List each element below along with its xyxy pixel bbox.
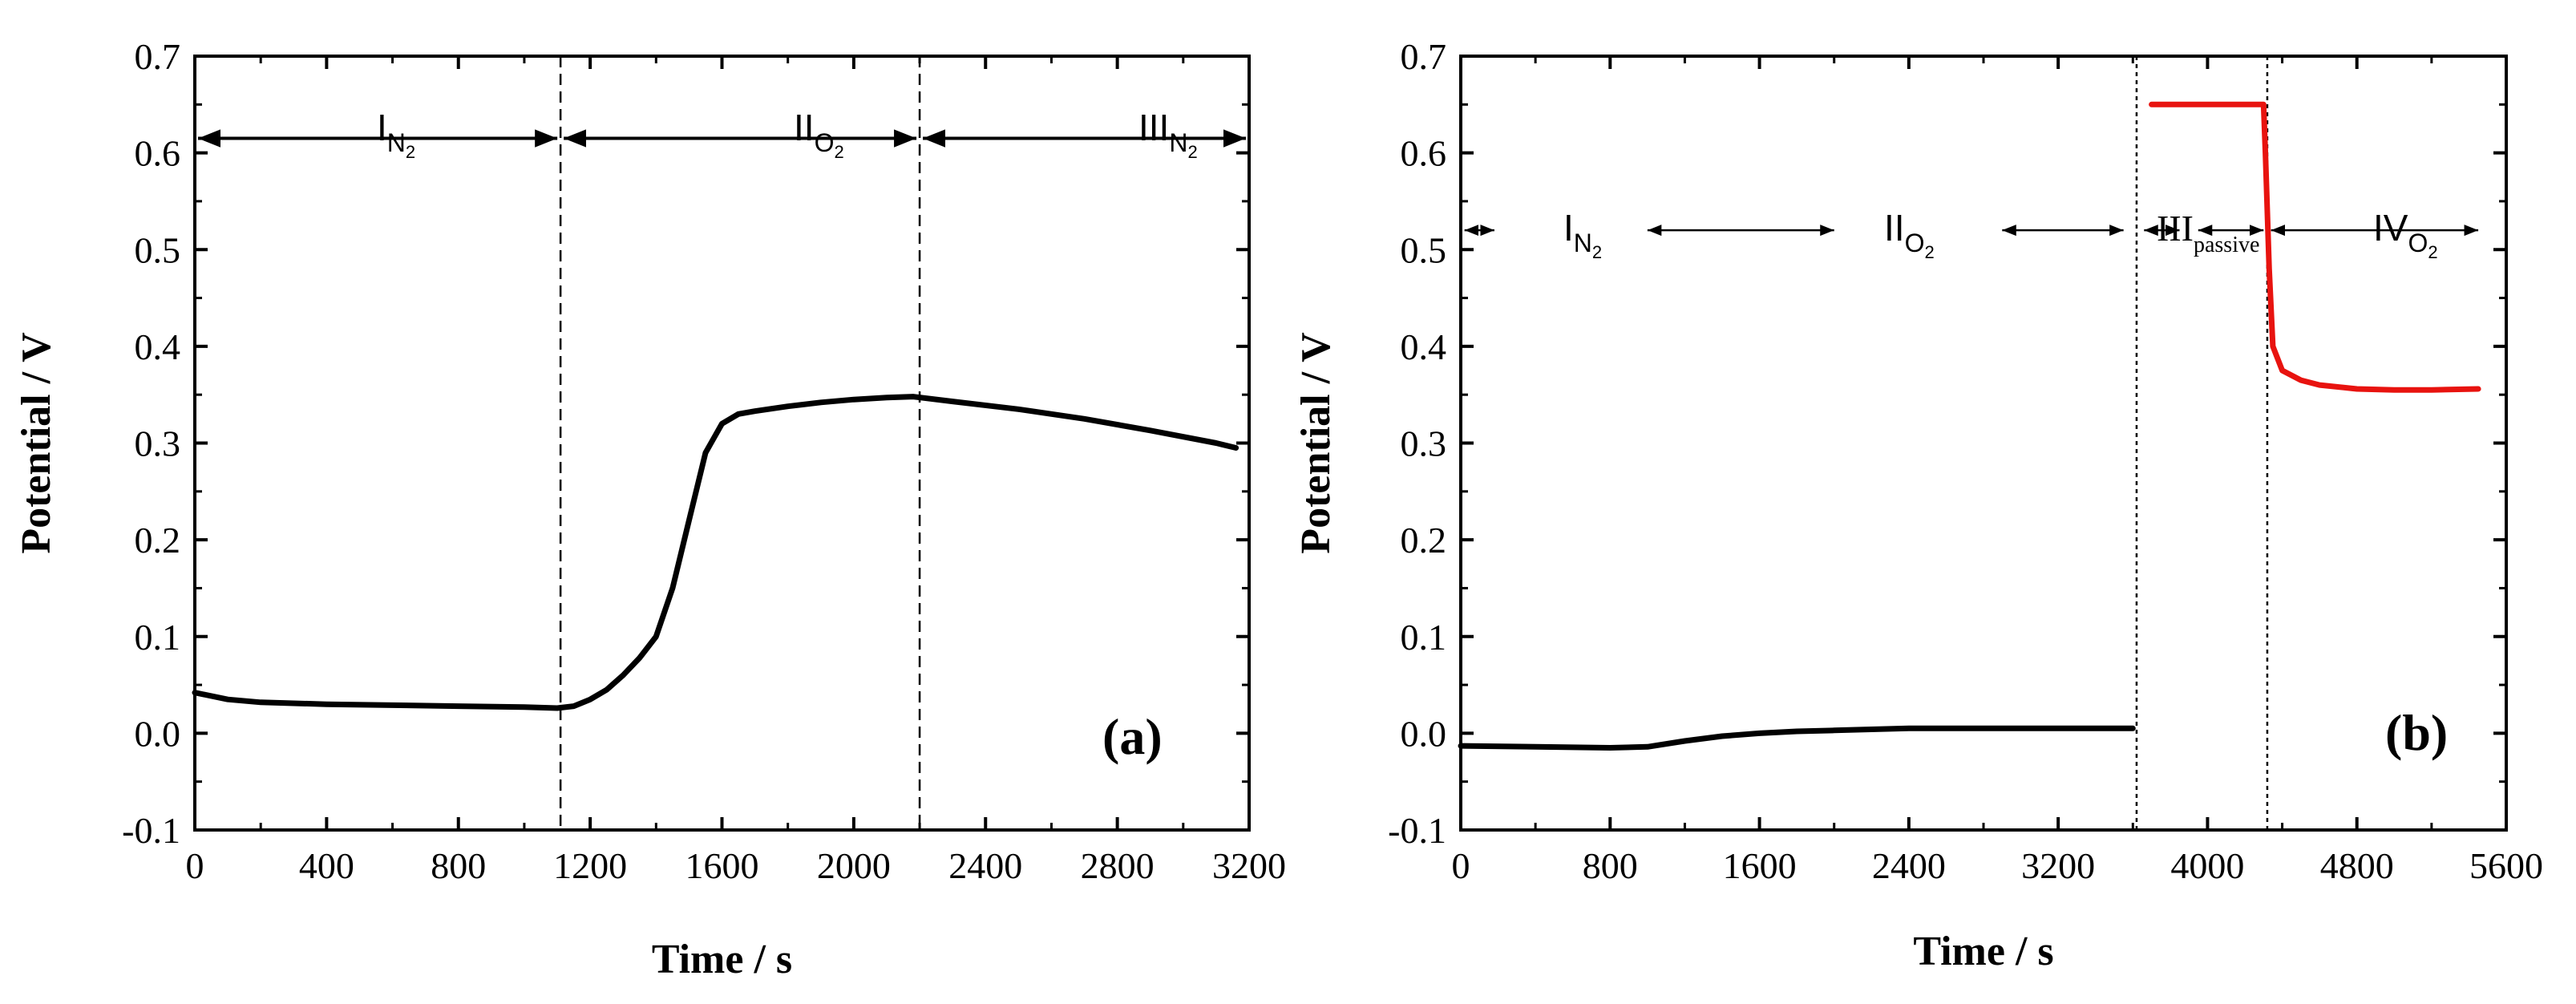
x-tick-label: 1600	[1723, 845, 1797, 886]
y-tick-label: 0.6	[1401, 133, 1447, 174]
x-tick-label: 0	[1452, 845, 1470, 886]
y-tick-label: 0.2	[135, 520, 181, 561]
y-tick-label: 0.7	[135, 36, 181, 77]
plot-frame	[1459, 55, 2508, 832]
y-tick-label: 0.1	[1401, 617, 1447, 658]
y-tick-label: 0.7	[1401, 36, 1447, 77]
region-label: IN2	[377, 107, 415, 162]
x-tick-label: 4000	[2170, 845, 2244, 886]
x-axis-title: Time / s	[1913, 929, 2053, 974]
series-line-potential-red	[2149, 101, 2481, 393]
x-tick-label: 400	[299, 845, 354, 886]
x-tick-label: 4800	[2320, 845, 2394, 886]
y-tick-label: 0.6	[135, 133, 181, 174]
region-label: IIIpassive	[2157, 208, 2259, 257]
y-tick-label: 0.3	[1401, 423, 1447, 464]
y-tick-label: 0.5	[135, 229, 181, 270]
y-tick-label: 0.0	[1401, 713, 1447, 754]
panel-label: (b)	[2385, 704, 2448, 761]
region-label: IIO2	[1884, 207, 1935, 262]
x-tick-label: 2400	[1872, 845, 1946, 886]
x-tick-label: 3200	[1212, 845, 1286, 886]
y-axis-title: Potential / V	[14, 332, 59, 553]
y-tick-label: 0.4	[1401, 326, 1447, 367]
panel-label: (a)	[1102, 708, 1163, 765]
x-tick-label: 0	[186, 845, 204, 886]
series-line-potential	[192, 394, 1239, 711]
y-tick-label: 0.0	[135, 713, 181, 754]
y-tick-label: 0.3	[135, 423, 181, 464]
x-tick-label: 2000	[817, 845, 891, 886]
x-tick-label: 2400	[948, 845, 1022, 886]
x-tick-label: 1200	[553, 845, 627, 886]
region-label: IN2	[1563, 207, 1602, 262]
chart-panel-a: -0.1 0.0 0.1 0.2 0.3 0.4 0.5 0.6 0.7 0 400 800 1200 1…	[14, 36, 1286, 982]
chart-panel-b: -0.1 0.0 0.1 0.2 0.3 0.4 0.5 0.6 0.7 0 800 1600 2400…	[1293, 36, 2543, 974]
series-line-potential-black	[1458, 725, 2136, 751]
y-tick-label: 0.2	[1401, 520, 1447, 561]
region-label: IIO2	[794, 107, 844, 162]
x-tick-label: 2800	[1081, 845, 1155, 886]
y-tick-label: 0.4	[135, 326, 181, 367]
region-label: IVO2	[2373, 207, 2438, 262]
x-tick-label: 5600	[2469, 845, 2543, 886]
y-tick-label: 0.5	[1401, 229, 1447, 270]
plot-frame	[193, 55, 1251, 832]
y-axis-title: Potential / V	[1293, 332, 1339, 553]
x-axis-title: Time / s	[652, 937, 792, 982]
region-label: IIIN2	[1138, 107, 1198, 162]
y-tick-label: 0.1	[135, 617, 181, 658]
y-tick-label: -0.1	[1388, 810, 1446, 851]
x-tick-label: 1600	[685, 845, 759, 886]
x-tick-label: 3200	[2021, 845, 2095, 886]
x-tick-label: 800	[431, 845, 486, 886]
x-tick-label: 800	[1583, 845, 1638, 886]
y-tick-label: -0.1	[122, 810, 180, 851]
